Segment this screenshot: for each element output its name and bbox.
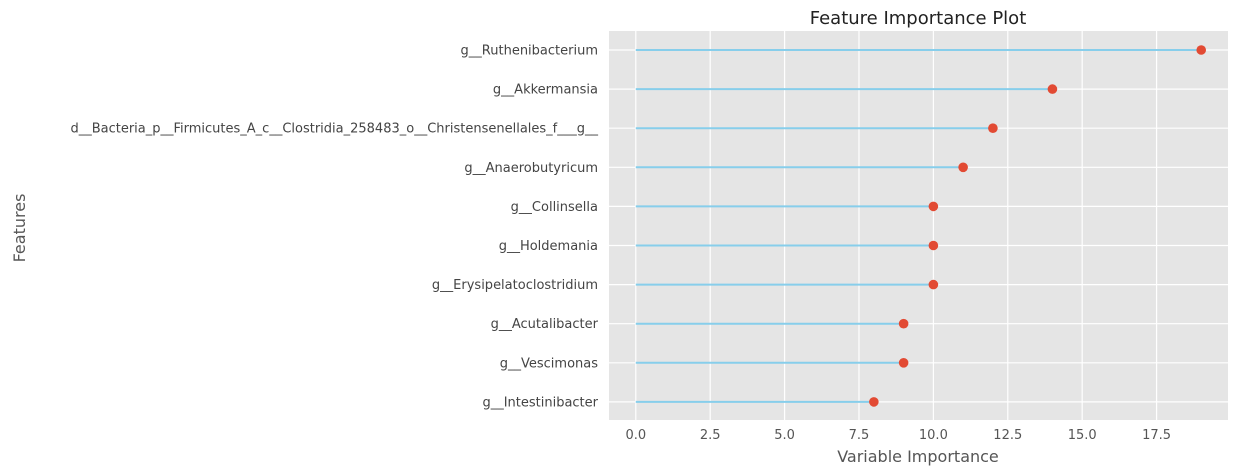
lollipop-marker	[928, 201, 939, 212]
feature-label: g__Akkermansia	[493, 83, 598, 98]
plot-background	[609, 31, 1228, 420]
x-axis-ticks: 0.0 2.5 5.0 7.5 10.0 12.5 15.0 17.5	[625, 428, 1171, 443]
feature-label: g__Acutalibacter	[491, 317, 599, 332]
lollipop-marker	[1196, 45, 1207, 55]
x-tick-label: 0.0	[625, 428, 646, 443]
feature-label: g__Holdemania	[499, 239, 598, 254]
x-axis-label: Variable Importance	[837, 447, 999, 466]
x-tick-label: 7.5	[849, 428, 870, 443]
feature-label: g__Erysipelatoclostridium	[432, 278, 598, 293]
lollipop-marker	[869, 397, 879, 407]
feature-label: g__Vescimonas	[500, 356, 598, 371]
lollipop-marker	[1047, 84, 1058, 94]
y-axis-label: Features	[10, 194, 29, 263]
lollipop-marker	[928, 279, 939, 290]
feature-label: d__Bacteria_p__Firmicutes_A_c__Clostridi…	[70, 122, 598, 137]
lollipop-markers	[869, 45, 1207, 407]
x-tick-label: 17.5	[1142, 428, 1171, 443]
x-tick-label: 10.0	[919, 428, 948, 443]
x-tick-label: 2.5	[700, 428, 721, 443]
lollipop-marker	[928, 240, 939, 251]
lollipop-stems	[635, 49, 1202, 403]
x-tick-label: 12.5	[993, 428, 1022, 443]
lollipop-marker	[898, 358, 909, 368]
x-tick-label: 15.0	[1068, 428, 1097, 443]
feature-label: g__Intestinibacter	[482, 395, 598, 410]
y-axis-feature-labels: g__Ruthenibacterium g__Akkermansia d__Bact…	[70, 44, 598, 411]
x-tick-label: 5.0	[774, 428, 795, 443]
lollipop-marker	[958, 162, 968, 173]
feature-label: g__Ruthenibacterium	[461, 44, 598, 59]
feature-label: g__Collinsella	[511, 200, 598, 215]
chart-title: Feature Importance Plot	[810, 8, 1027, 29]
feature-label: g__Anaerobutyricum	[464, 161, 598, 176]
lollipop-marker	[988, 123, 998, 133]
lollipop-marker	[898, 318, 909, 329]
